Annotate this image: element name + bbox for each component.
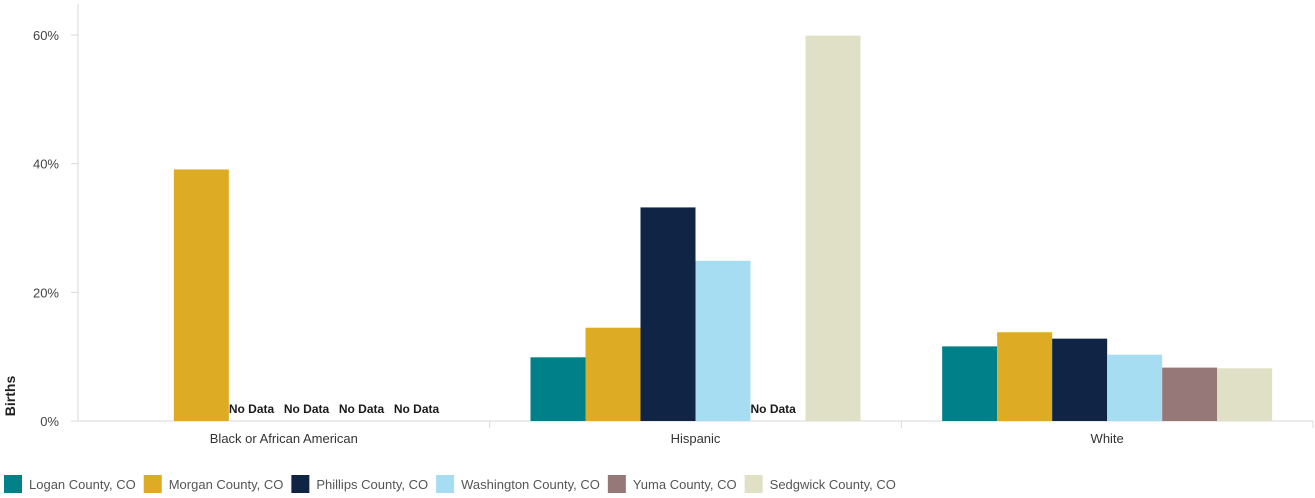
legend-label-logan-county-co: Logan County, CO <box>29 477 136 492</box>
labels-layer: 0% 20% 40% 60% Black or African American No D… <box>33 28 1124 446</box>
no-data-label: No Data <box>229 402 275 416</box>
legend-label-yuma-county-co: Yuma County, CO <box>633 477 737 492</box>
x-tick-label-hispanic: Hispanic <box>671 431 721 446</box>
no-data-label: No Data <box>751 402 797 416</box>
bar-washington-county-co-white <box>1107 354 1163 421</box>
legend-label-phillips-county-co: Phillips County, CO <box>316 477 428 492</box>
no-data-label: No Data <box>394 402 440 416</box>
bar-morgan-county-co-white <box>997 332 1053 421</box>
legend-label-morgan-county-co: Morgan County, CO <box>169 477 284 492</box>
bar-phillips-county-co-hispanic <box>640 207 696 421</box>
no-data-label: No Data <box>284 402 330 416</box>
legend-swatch-washington-county-co <box>436 475 455 493</box>
y-tick-label: 0% <box>40 414 59 429</box>
x-tick-label-white: White <box>1091 431 1124 446</box>
x-tick-label-black-or-african-american: Black or African American <box>210 431 358 446</box>
y-tick-label: 20% <box>33 285 59 300</box>
legend-swatch-logan-county-co <box>4 475 22 493</box>
legend: Logan County, CO Morgan County, CO Phillip… <box>4 475 896 493</box>
bar-logan-county-co-hispanic <box>530 357 586 421</box>
legend-swatch-morgan-county-co <box>143 475 162 493</box>
bar-yuma-county-co-white <box>1162 367 1218 421</box>
bars-layer <box>173 35 1273 421</box>
bar-phillips-county-co-white <box>1052 338 1108 421</box>
y-tick-label: 40% <box>33 157 59 172</box>
bar-sedgwick-county-co-hispanic <box>805 35 861 421</box>
legend-swatch-sedgwick-county-co <box>744 475 763 493</box>
bar-logan-county-co-white <box>942 346 998 421</box>
legend-swatch-phillips-county-co <box>291 475 310 493</box>
y-tick-label: 60% <box>33 28 59 43</box>
bar-morgan-county-co-hispanic <box>585 327 641 421</box>
y-axis-title: Births <box>2 376 18 417</box>
legend-swatch-yuma-county-co <box>607 475 626 493</box>
no-data-label: No Data <box>339 402 385 416</box>
bar-washington-county-co-hispanic <box>695 260 751 421</box>
bar-sedgwick-county-co-white <box>1217 368 1273 421</box>
legend-label-washington-county-co: Washington County, CO <box>461 477 600 492</box>
legend-label-sedgwick-county-co: Sedgwick County, CO <box>770 477 896 492</box>
bar-morgan-county-co-black-or-african-american <box>173 169 229 421</box>
